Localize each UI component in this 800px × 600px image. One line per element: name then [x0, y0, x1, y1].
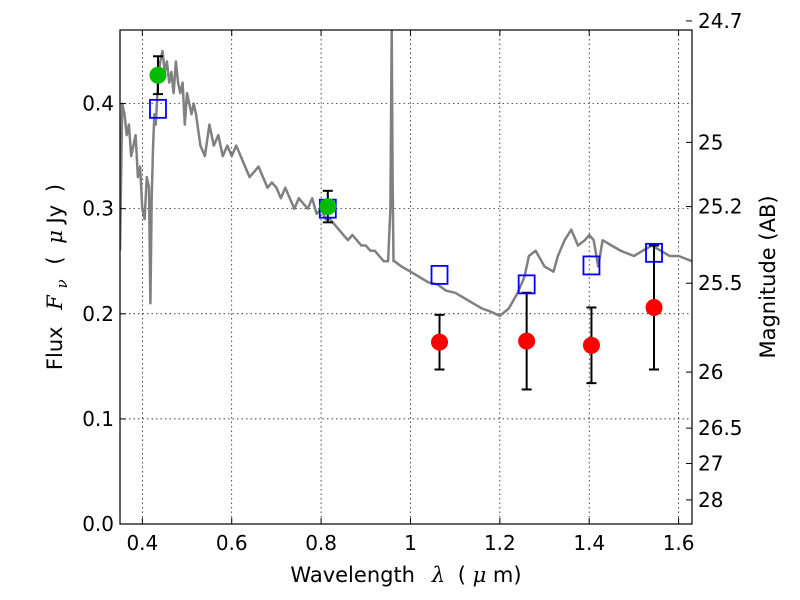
x-tick-label: 1.4 [573, 531, 605, 555]
y-axis-title-unit-open: ( [43, 256, 67, 264]
x-axis-title-unit-open: ( [458, 563, 466, 587]
x-tick-label: 1.2 [484, 531, 516, 555]
x-tick-label: 0.8 [305, 531, 337, 555]
model-square-marker [517, 274, 536, 295]
observed-point-marker [431, 333, 449, 351]
model-square-marker [149, 98, 167, 119]
observed-point-marker [319, 198, 337, 216]
y-tick-label: 0.0 [82, 512, 114, 536]
y-axis-title-unit-mu: μ [43, 230, 67, 244]
right-axis-title: Magnitude (AB) [756, 195, 780, 358]
x-axis-title-text: Wavelength [290, 563, 415, 587]
observed-point-marker [149, 66, 167, 84]
y-tick-label: 0.4 [82, 92, 114, 116]
observed-point-marker [582, 336, 600, 354]
y-tick-label: 0.1 [82, 407, 114, 431]
x-tick-label: 0.4 [126, 531, 158, 555]
y-axis-title-text: Flux [43, 326, 67, 370]
x-tick-label: 0.6 [216, 531, 248, 555]
x-tick-label: 1 [404, 531, 417, 555]
markers [149, 66, 663, 354]
right-tick-label: 25.5 [698, 271, 743, 295]
observed-point-marker [645, 298, 663, 316]
x-axis-title-unit-rest: m) [493, 563, 522, 587]
y-axis-title-symbol: F [43, 294, 67, 311]
right-tick-label: 28 [698, 488, 723, 512]
x-axis-title-unit-mu: μ [473, 563, 487, 587]
observed-point-marker [518, 332, 536, 350]
x-axis-title: Wavelength λ ( μ m) [290, 563, 521, 587]
right-tick-label: 24.7 [698, 9, 743, 33]
grid [120, 30, 692, 524]
y-tick-label: 0.3 [82, 197, 114, 221]
right-tick-label: 27 [698, 452, 723, 476]
plot-frame [119, 29, 693, 525]
model-square-marker [582, 255, 601, 276]
ticks [120, 20, 692, 525]
x-tick-label: 1.6 [663, 531, 695, 555]
y-axis-title: Flux F ν ( μ Jy ) [43, 184, 72, 370]
right-tick-label: 25.2 [698, 195, 743, 219]
y-axis-title-unit-rest: Jy [43, 205, 67, 226]
spectrum-line [120, 30, 692, 318]
x-axis-title-symbol: λ [431, 563, 445, 587]
y-axis-title-unit-close: ) [43, 184, 67, 192]
right-tick-label: 26 [698, 360, 723, 384]
plot-area [120, 30, 692, 318]
y-axis-title-subscript: ν [53, 279, 71, 288]
tick-labels: 0.4 0.6 0.8 1 1.2 1.4 1.6 0.0 0.1 0.2 0.3 0.4 24.7 25… [82, 9, 742, 555]
y-tick-label: 0.2 [82, 302, 114, 326]
right-tick-label: 25 [698, 130, 723, 154]
model-square-marker [645, 242, 663, 263]
right-tick-label: 26.5 [698, 416, 743, 440]
model-square-marker [430, 264, 449, 285]
